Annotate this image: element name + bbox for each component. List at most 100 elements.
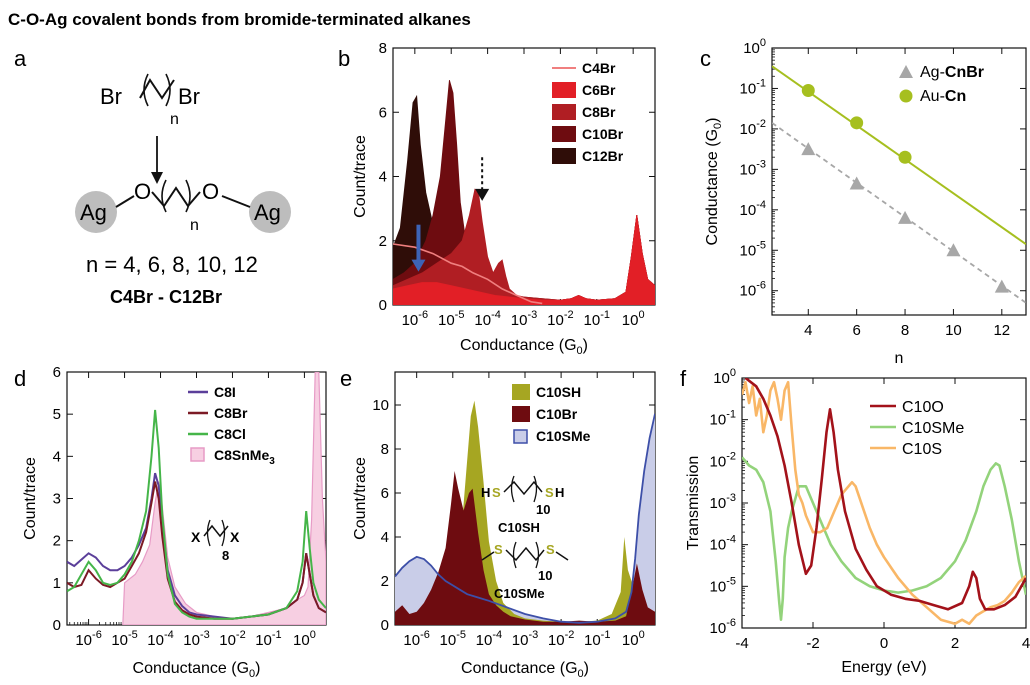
figure-title: C-O-Ag covalent bonds from bromide-termi… — [8, 10, 471, 29]
annotation-arrow-head-black — [475, 188, 490, 201]
structure-c10sh-h-right: H — [555, 485, 564, 500]
scheme-chain-bottom — [151, 186, 201, 208]
chart-b: 10-6 10-5 10-4 10-3 10-2 10-1 100 0 2 4 6 8 Conducta… — [352, 40, 656, 357]
series-C6Br — [393, 215, 655, 305]
x-tick-label: 4 — [804, 322, 812, 339]
x-tick-label: 6 — [852, 322, 860, 339]
x-tick-label: 10-5 — [111, 629, 137, 649]
scheme-panel-a: Br Br n Ag Ag O n O n = 4, 6, 8, 10, 12 … — [75, 73, 291, 307]
x-tick-label: 10-5 — [440, 629, 466, 649]
legend-swatch-C6Br — [552, 82, 576, 98]
y-tick-label: 10-2 — [710, 450, 736, 470]
scheme-o-right: O — [202, 179, 219, 204]
structure-d-sub: 8 — [222, 548, 229, 563]
legend-swatch-C10SH — [512, 384, 530, 400]
data-point-triangle — [994, 279, 1009, 293]
structure-c10sh-sub: 10 — [536, 502, 550, 517]
panel-label-b: b — [338, 46, 350, 71]
y-axis-label: Count/trace — [22, 457, 39, 540]
structure-c10sh-h-left: H — [481, 485, 490, 500]
y-tick-label: 2 — [379, 233, 387, 250]
legend-swatch-C12Br — [552, 148, 576, 164]
scheme-br-left: Br — [100, 84, 122, 109]
structure-d-x-right: X — [230, 529, 240, 545]
series-C4Br — [393, 243, 543, 305]
x-tick-label: 10-2 — [219, 629, 245, 649]
y-tick-label: 10-2 — [740, 118, 766, 138]
data-point-triangle — [801, 142, 816, 156]
x-axis-label: n — [895, 350, 904, 367]
x-tick-label: 0 — [880, 635, 888, 652]
y-tick-label: 10 — [372, 397, 389, 414]
structure-c10sme-me-left — [481, 551, 495, 561]
y-tick-label: 5 — [53, 406, 61, 423]
x-tick-label: 10-3 — [183, 629, 209, 649]
chart-c: 4 6 8 10 12 10-6 10-5 10-4 10-3 10-2 10-1 100 n Condu… — [704, 37, 1027, 367]
fit-line-0 — [772, 122, 1026, 304]
legend-label-C10S: C10S — [902, 441, 942, 458]
y-tick-label: 4 — [379, 169, 387, 186]
scheme-bracket-bottom — [161, 179, 191, 213]
y-tick-label: 6 — [379, 104, 387, 121]
x-axis-label: Conductance (G0) — [461, 660, 589, 680]
legend-swatch-C8Br — [552, 104, 576, 120]
structure-e: H S S H 10 C10SH S S 10 C10SMe — [481, 475, 569, 601]
structure-c10sme-bracket — [512, 541, 540, 569]
x-tick-label: 10-3 — [512, 629, 538, 649]
x-tick-label: -2 — [806, 635, 819, 652]
y-tick-label: 10-1 — [740, 77, 766, 97]
scheme-ag-left: Ag — [80, 200, 107, 225]
legend-label-C8Br: C8Br — [214, 405, 248, 421]
series-C10O — [744, 378, 1026, 611]
panel-label-d: d — [14, 366, 26, 391]
data-point-circle — [801, 83, 815, 97]
legend-label-C4Br: C4Br — [582, 60, 616, 76]
y-tick-label: 6 — [53, 364, 61, 381]
legend-label-C6Br: C6Br — [582, 82, 616, 98]
structure-c10sme-s-left: S — [494, 542, 503, 557]
x-tick-label: 10-5 — [438, 309, 464, 329]
structure-c10sme-sub: 10 — [538, 568, 552, 583]
x-tick-label: 10-4 — [476, 629, 502, 649]
series-C10Br — [395, 471, 655, 625]
x-tick-label: 10-1 — [255, 629, 281, 649]
x-tick-label: 10-6 — [75, 629, 101, 649]
series-C8I — [67, 472, 326, 620]
series-C10SMe — [395, 413, 655, 624]
panel-label-f: f — [680, 366, 687, 391]
x-tick-label: 10-2 — [547, 309, 573, 329]
y-tick-label: 10-6 — [740, 280, 766, 300]
chart-f: -4 -2 0 2 4 10-6 10-5 10-4 10-3 10-2 10-1 100 Energy… — [685, 367, 1030, 676]
y-tick-label: 100 — [743, 37, 766, 57]
y-tick-label: 4 — [381, 529, 389, 546]
x-axis-label: Conductance (G0) — [460, 337, 588, 357]
legend-label-AgCnBr: Ag-CnBr — [920, 64, 984, 81]
data-point-triangle — [849, 176, 864, 190]
x-tick-label: 2 — [951, 635, 959, 652]
x-tick-label: 10-3 — [511, 309, 537, 329]
x-axis-label: Conductance (G0) — [133, 660, 261, 680]
scheme-arrow-head — [151, 172, 163, 184]
y-tick-label: 10-1 — [710, 409, 736, 429]
y-tick-label: 1 — [53, 575, 61, 592]
y-tick-label: 0 — [53, 617, 61, 634]
legend-label-C10SMe: C10SMe — [902, 420, 964, 437]
legend-label-C8Br: C8Br — [582, 104, 616, 120]
series-C10S — [742, 380, 1026, 626]
scheme-ag-right: Ag — [254, 200, 281, 225]
panel-label-c: c — [700, 46, 711, 71]
structure-d: X X 8 — [191, 519, 240, 563]
y-axis-label: Count/trace — [352, 457, 369, 540]
structure-c10sh-s-right: S — [545, 485, 554, 500]
plot-area-e — [395, 400, 655, 625]
y-tick-label: 10-6 — [710, 617, 736, 637]
y-tick-label: 10-5 — [740, 239, 766, 259]
structure-c10sme-name: C10SMe — [494, 586, 545, 601]
plot-area-c — [772, 65, 1026, 304]
y-axis-label: Count/trace — [352, 135, 369, 218]
legend-swatch-C10SMe — [513, 429, 528, 444]
legend-label-C8SnMe3: C8SnMe3 — [214, 447, 275, 467]
legend-label-C10O: C10O — [902, 399, 944, 416]
structure-c10sme-s-right: S — [546, 542, 555, 557]
legend-label-C8I: C8I — [214, 384, 236, 400]
